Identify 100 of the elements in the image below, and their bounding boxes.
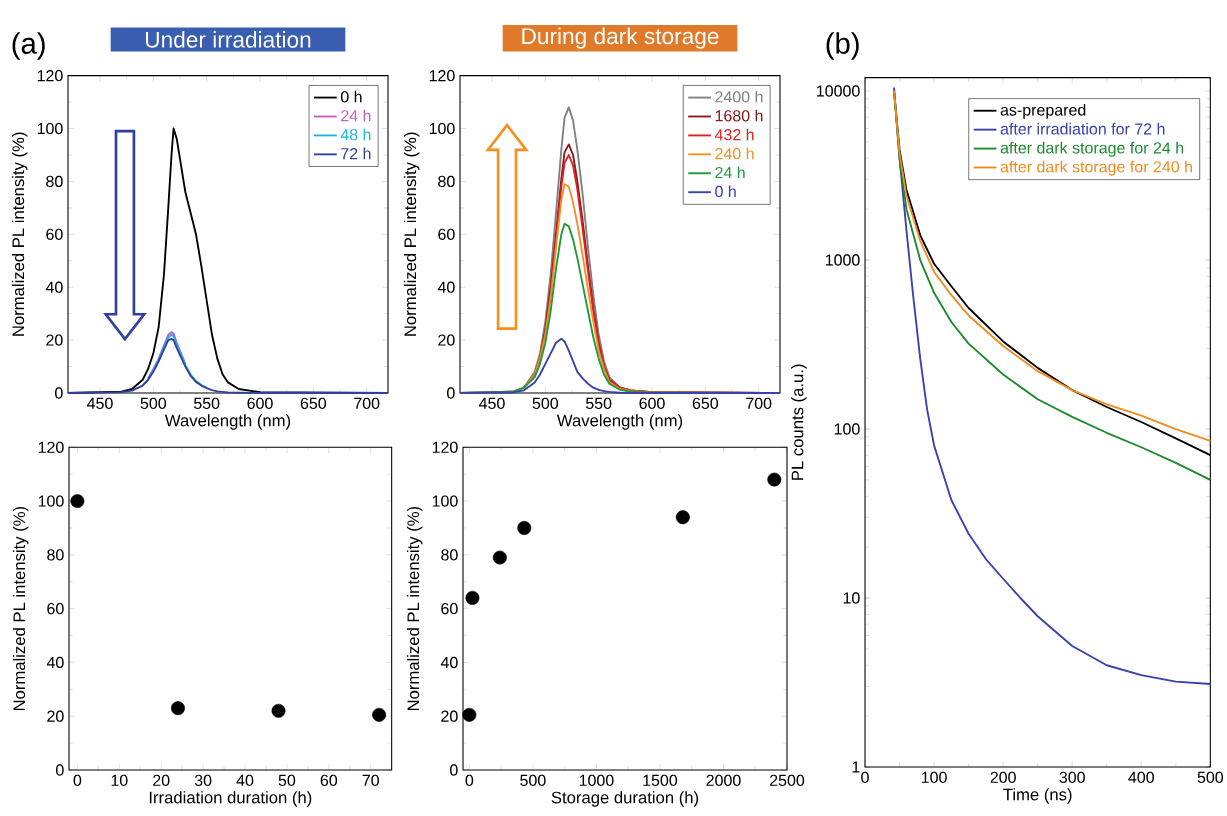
legend-label: 1680 h	[715, 109, 763, 122]
point	[171, 701, 185, 716]
y-tick-label: 60	[441, 602, 458, 615]
x-tick-label: 10	[111, 774, 128, 787]
x-tick-label: 550	[193, 397, 220, 410]
x-tick-label: 400	[1128, 771, 1154, 784]
y-tick-label: 120	[38, 441, 64, 453]
y-tick-label: 80	[438, 175, 455, 188]
x-tick-label: 700	[746, 397, 772, 410]
y-axis-title: PL counts (a.u.)	[791, 364, 807, 480]
y-axis-title: Normalized PL intensity (%)	[403, 132, 420, 336]
legend-label: as-prepared	[1000, 103, 1086, 119]
y-tick-label: 1	[852, 761, 860, 773]
x-tick-label: 650	[692, 397, 719, 410]
y-tick-label: 20	[47, 710, 64, 722]
y-tick-label: 1000	[825, 254, 860, 266]
x-tick-label: 50	[278, 774, 296, 787]
text: (a)	[12, 32, 45, 60]
y-tick-label: 40	[440, 656, 458, 669]
line-series	[893, 86, 1212, 685]
text: (b)	[826, 32, 859, 60]
y-tick-label: 60	[438, 228, 455, 240]
y-tick-label: 20	[441, 710, 458, 722]
y-tick-label: 60	[46, 228, 63, 240]
x-tick-label: 500	[1197, 771, 1224, 784]
line-series	[67, 337, 389, 394]
y-tick-label: 100	[37, 122, 63, 135]
x-tick-label: 0	[861, 771, 869, 784]
point	[465, 590, 480, 605]
point	[517, 521, 532, 535]
x-tick-label: 2000	[706, 774, 741, 787]
x-tick-label: 500	[520, 774, 546, 787]
x-axis-title: Wavelength (nm)	[164, 414, 291, 430]
y-tick-label: 20	[46, 334, 63, 346]
y-axis-title: Normalized PL intensity (%)	[11, 132, 28, 336]
x-tick-label: 650	[300, 397, 327, 410]
y-tick-label: 20	[438, 334, 455, 346]
y-axis-title: Normalized PL intensity (%)	[406, 506, 423, 711]
x-tick-label: 300	[1059, 771, 1085, 784]
x-tick-label: 0	[465, 774, 474, 787]
y-tick-label: 120	[37, 69, 63, 82]
x-tick-label: 1500	[643, 774, 678, 787]
x-tick-label: 200	[990, 771, 1016, 784]
x-tick-label: 500	[140, 397, 167, 410]
y-tick-label: 40	[46, 656, 64, 669]
legend-label: 48 h	[340, 128, 371, 141]
x-tick-label: 500	[532, 397, 559, 410]
x-tick-label: 450	[479, 397, 505, 410]
legend-label: after irradiation for 72 h	[1000, 122, 1165, 135]
x-tick-label: 60	[320, 774, 338, 787]
x-axis-title: Storage duration (h)	[551, 791, 699, 807]
x-tick-label: 30	[194, 774, 212, 787]
y-tick-label: 10	[843, 592, 860, 604]
legend-label: after dark storage for 240 h	[1000, 160, 1192, 176]
x-tick-label: 550	[585, 397, 612, 410]
y-tick-label: 60	[47, 602, 64, 615]
point	[492, 550, 507, 565]
x-axis-title: Wavelength (nm)	[556, 414, 683, 430]
x-tick-label: 600	[247, 397, 273, 410]
point	[372, 707, 387, 722]
y-tick-label: 0	[55, 387, 63, 399]
legend-label: 24 h	[341, 109, 371, 122]
line-series	[147, 331, 187, 380]
y-tick-label: 80	[46, 175, 63, 188]
legend-label: 24 h	[715, 166, 745, 179]
x-tick-label: 600	[639, 397, 665, 410]
x-axis-title: Irradiation duration (h)	[149, 791, 312, 807]
y-tick-label: 100	[834, 423, 860, 435]
x-tick-label: 450	[87, 397, 113, 410]
legend-label: 2400 h	[715, 90, 763, 103]
legend-label: after dark storage for 24 h	[1000, 141, 1184, 157]
x-tick-label: 2500	[770, 774, 805, 787]
y-tick-label: 100	[38, 495, 64, 507]
legend-label: 432 h	[714, 128, 754, 141]
y-tick-label: 40	[45, 281, 63, 293]
legend-label: 0 h	[340, 90, 362, 103]
chart-title: Under irradiation	[145, 31, 311, 48]
y-tick-label: 100	[429, 122, 455, 135]
point	[767, 472, 782, 487]
x-tick-label: 700	[354, 397, 380, 410]
point	[271, 703, 286, 718]
point	[675, 510, 690, 525]
legend-label: 240 h	[715, 147, 754, 160]
x-tick-label: 70	[362, 774, 379, 787]
point	[462, 707, 477, 722]
x-tick-label: 100	[921, 771, 947, 784]
x-tick-label: 40	[236, 774, 254, 787]
x-axis-title: Time (ns)	[1003, 788, 1072, 804]
x-tick-label: 0	[73, 774, 82, 787]
y-axis-title: Normalized PL intensity (%)	[12, 506, 29, 711]
y-tick-label: 0	[447, 387, 455, 399]
y-tick-label: 100	[432, 495, 458, 507]
point	[70, 494, 85, 509]
x-tick-label: 1000	[579, 774, 614, 787]
y-tick-label: 40	[437, 281, 455, 293]
legend-label: 72 h	[341, 147, 371, 160]
y-tick-label: 120	[429, 69, 455, 82]
x-tick-label: 20	[153, 774, 170, 787]
legend-label: 0 h	[715, 185, 736, 198]
y-tick-label: 10000	[817, 85, 860, 97]
